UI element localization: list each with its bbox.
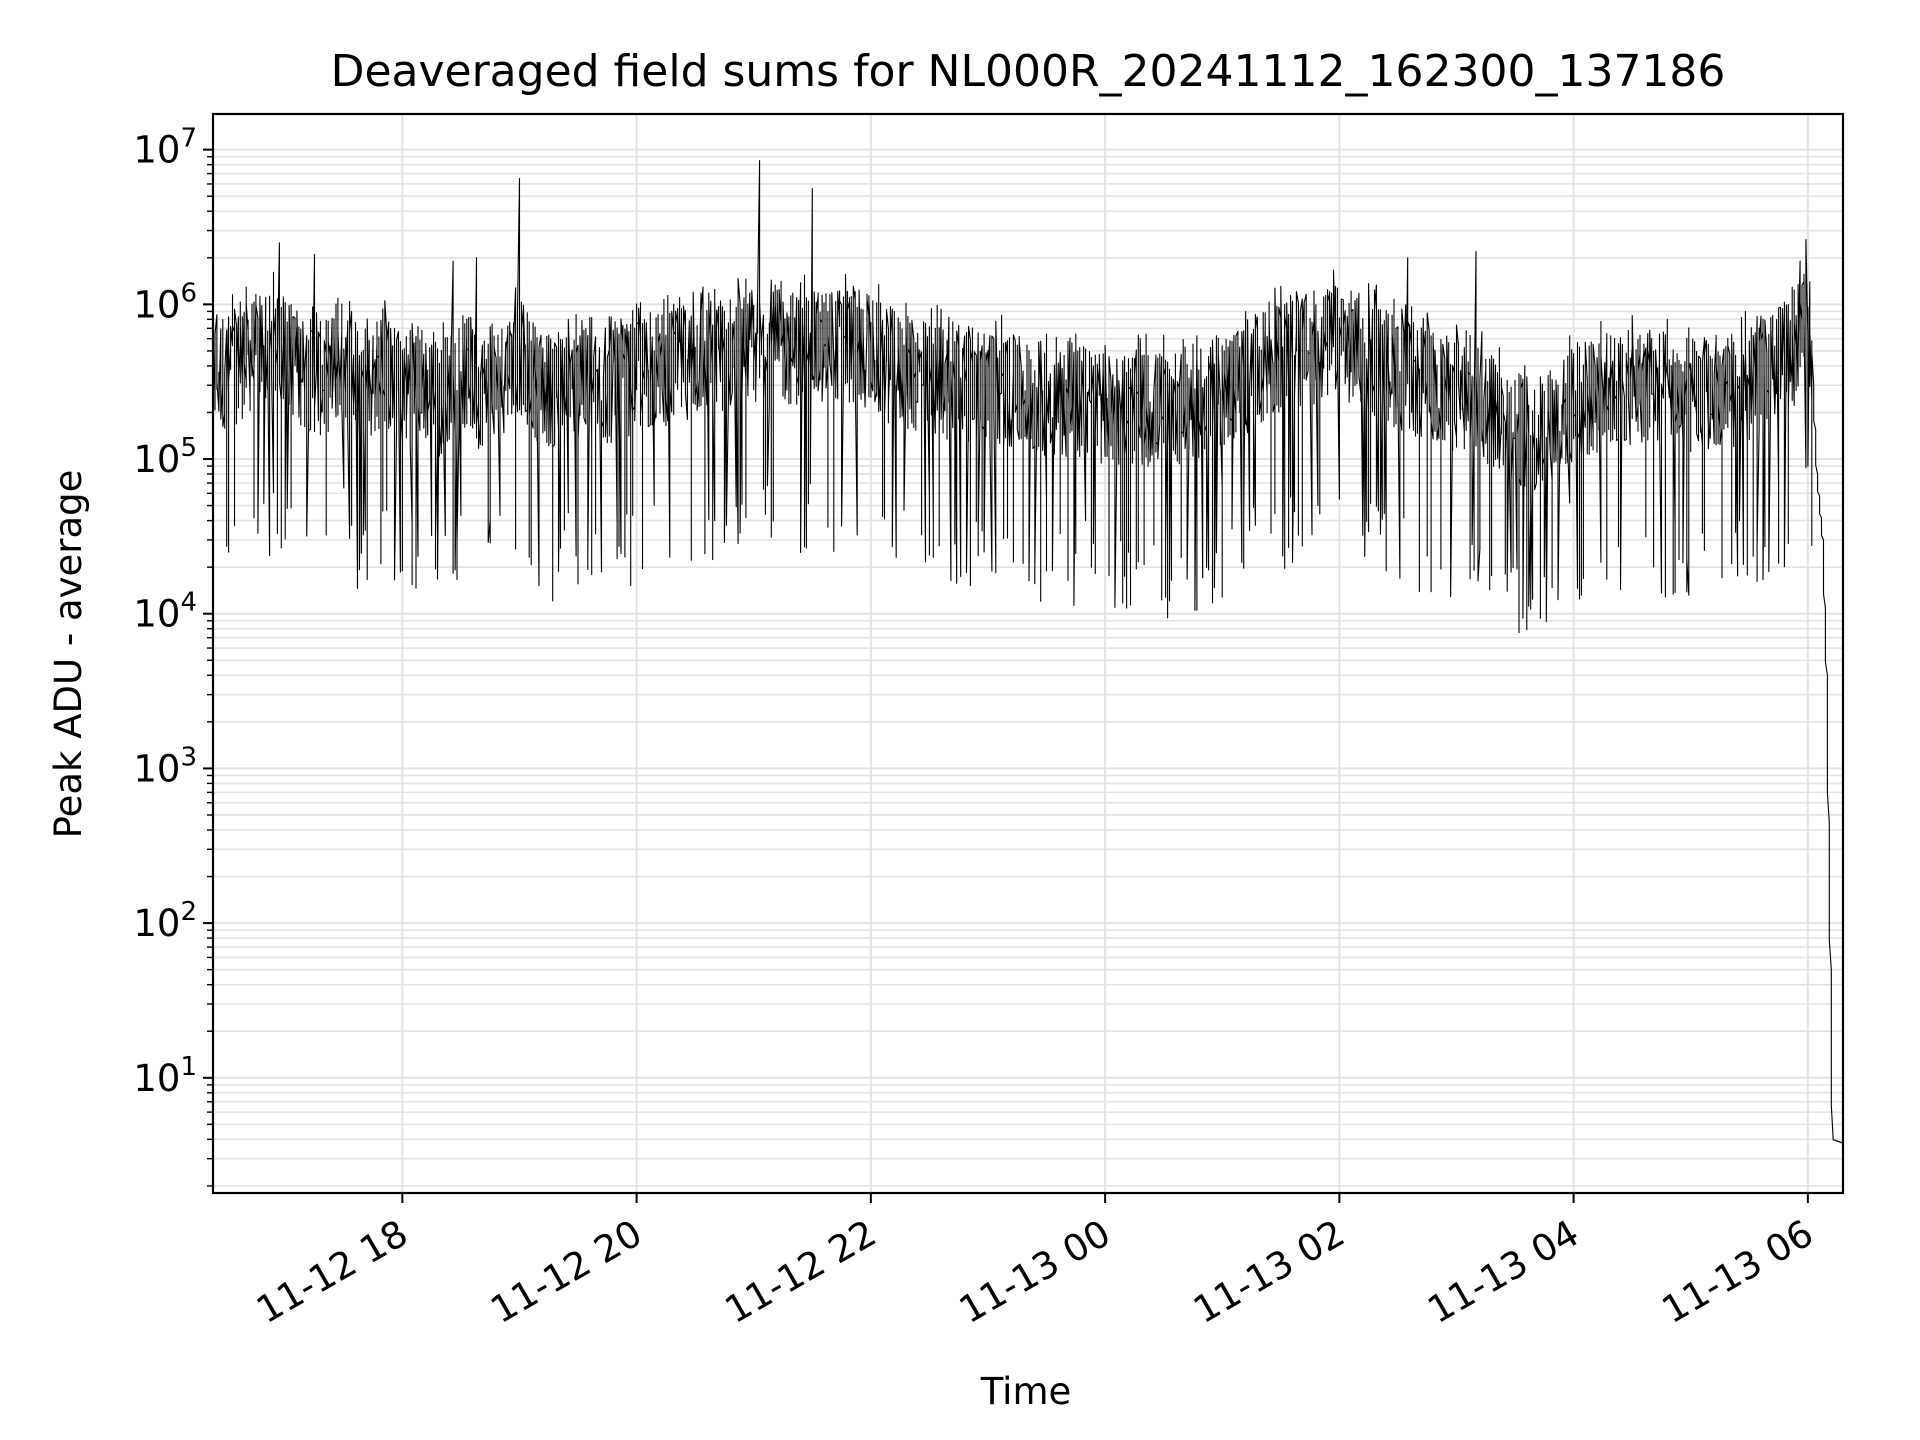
y-tick-label: 101: [133, 1052, 197, 1100]
plot-frame: [211, 112, 1845, 1195]
y-axis-label: Peak ADU - average: [47, 470, 90, 839]
data-layer: [212, 160, 1844, 1144]
y-tick-label: 103: [133, 742, 197, 790]
y-tick-label: 106: [133, 278, 197, 326]
x-axis-label: Time: [980, 1370, 1072, 1413]
y-tick-label: 102: [133, 897, 197, 945]
chart-title: Deaveraged field sums for NL000R_2024111…: [331, 46, 1726, 97]
y-tick-label: 107: [133, 124, 197, 172]
y-tick-label: 104: [133, 588, 197, 636]
series-line: [212, 160, 1844, 1144]
y-tick-label: 105: [133, 433, 197, 481]
